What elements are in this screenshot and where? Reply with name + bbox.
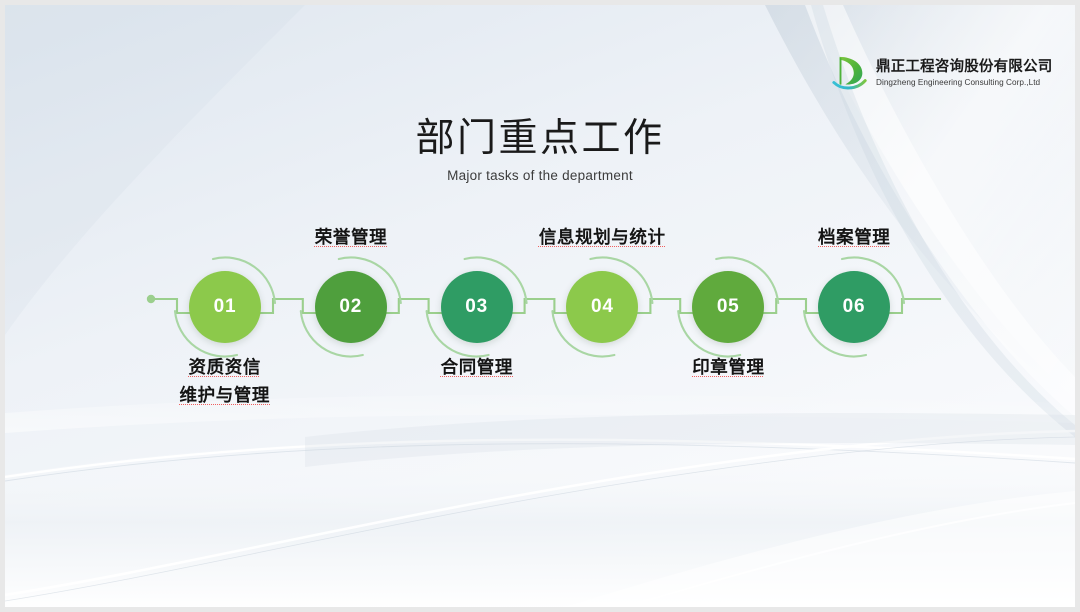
timeline-node-label-line: 印章管理: [692, 357, 765, 377]
logo-company-name-en: Dingzheng Engineering Consulting Corp.,L…: [876, 77, 1041, 87]
timeline-node-number: 05: [716, 296, 740, 317]
timeline-node-06[interactable]: 06: [818, 271, 890, 343]
timeline-node-label-05: 印章管理: [692, 353, 764, 381]
timeline-node-number: 06: [842, 296, 866, 317]
timeline-node-number: 01: [213, 296, 237, 317]
timeline-node-label-line: 合同管理: [440, 357, 513, 377]
timeline-node-label-line: 资质资信: [188, 357, 261, 377]
page-title: 部门重点工作: [415, 117, 665, 160]
timeline-node-label-line: 信息规划与统计: [538, 227, 666, 247]
dingzheng-leaf-logo-icon: [832, 56, 867, 90]
timeline-node-label-02: 荣誉管理: [315, 223, 387, 251]
node-arc-bottom-01: [173, 309, 239, 358]
timeline-node-05[interactable]: 05: [692, 271, 765, 343]
timeline-node-number: 02: [339, 296, 363, 317]
timeline-connectors: [146, 256, 942, 358]
node-arc-bottom-06: [802, 309, 868, 358]
node-arc-top-04: [589, 256, 654, 305]
logo-company-name-cn: 鼎正工程咨询股份有限公司: [876, 59, 1053, 76]
timeline-node-02[interactable]: 02: [314, 271, 387, 343]
timeline-node-label-line: 档案管理: [818, 227, 891, 247]
node-arc-top-05: [715, 256, 780, 305]
timeline-node-label-03: 合同管理: [441, 353, 513, 381]
timeline-diagram: 01 资质资信维护与管理 02 荣誉管理 03 合同管理 04 信息规划与统计 05 印章管理 06…: [5, 195, 1075, 455]
node-arc-bottom-02: [299, 309, 364, 358]
node-arc-top-01: [211, 256, 277, 305]
timeline-node-label-04: 信息规划与统计: [539, 223, 666, 251]
timeline-node-number: 03: [465, 296, 488, 317]
timeline-node-label-line: 维护与管理: [179, 385, 270, 406]
timeline-node-number: 04: [591, 296, 614, 317]
timeline-node-label-01: 资质资信 维护与管理: [180, 353, 271, 410]
timeline-node-01[interactable]: 01: [189, 271, 261, 343]
timeline-start-dot: [146, 294, 156, 304]
company-logo: 鼎正工程咨询股份有限公司 Dingzheng Engineering Consu…: [831, 53, 1052, 93]
page-subtitle: Major tasks of the department: [447, 167, 633, 183]
timeline-node-03[interactable]: 03: [440, 271, 513, 343]
timeline-node-04[interactable]: 04: [566, 271, 639, 343]
node-arc-top-03: [463, 256, 528, 305]
node-arc-bottom-03: [425, 309, 490, 358]
timeline-node-label-06: 档案管理: [818, 223, 890, 251]
node-arc-bottom-04: [551, 309, 616, 358]
node-arc-bottom-05: [677, 309, 742, 358]
timeline-node-label-line: 荣誉管理: [314, 227, 388, 247]
node-arc-top-06: [840, 256, 906, 305]
node-arc-top-02: [337, 256, 402, 305]
slide-canvas: 鼎正工程咨询股份有限公司 Dingzheng Engineering Consu…: [5, 5, 1075, 607]
timeline-connector-line: [149, 297, 942, 315]
title-block: 部门重点工作 Major tasks of the department: [5, 117, 1075, 183]
